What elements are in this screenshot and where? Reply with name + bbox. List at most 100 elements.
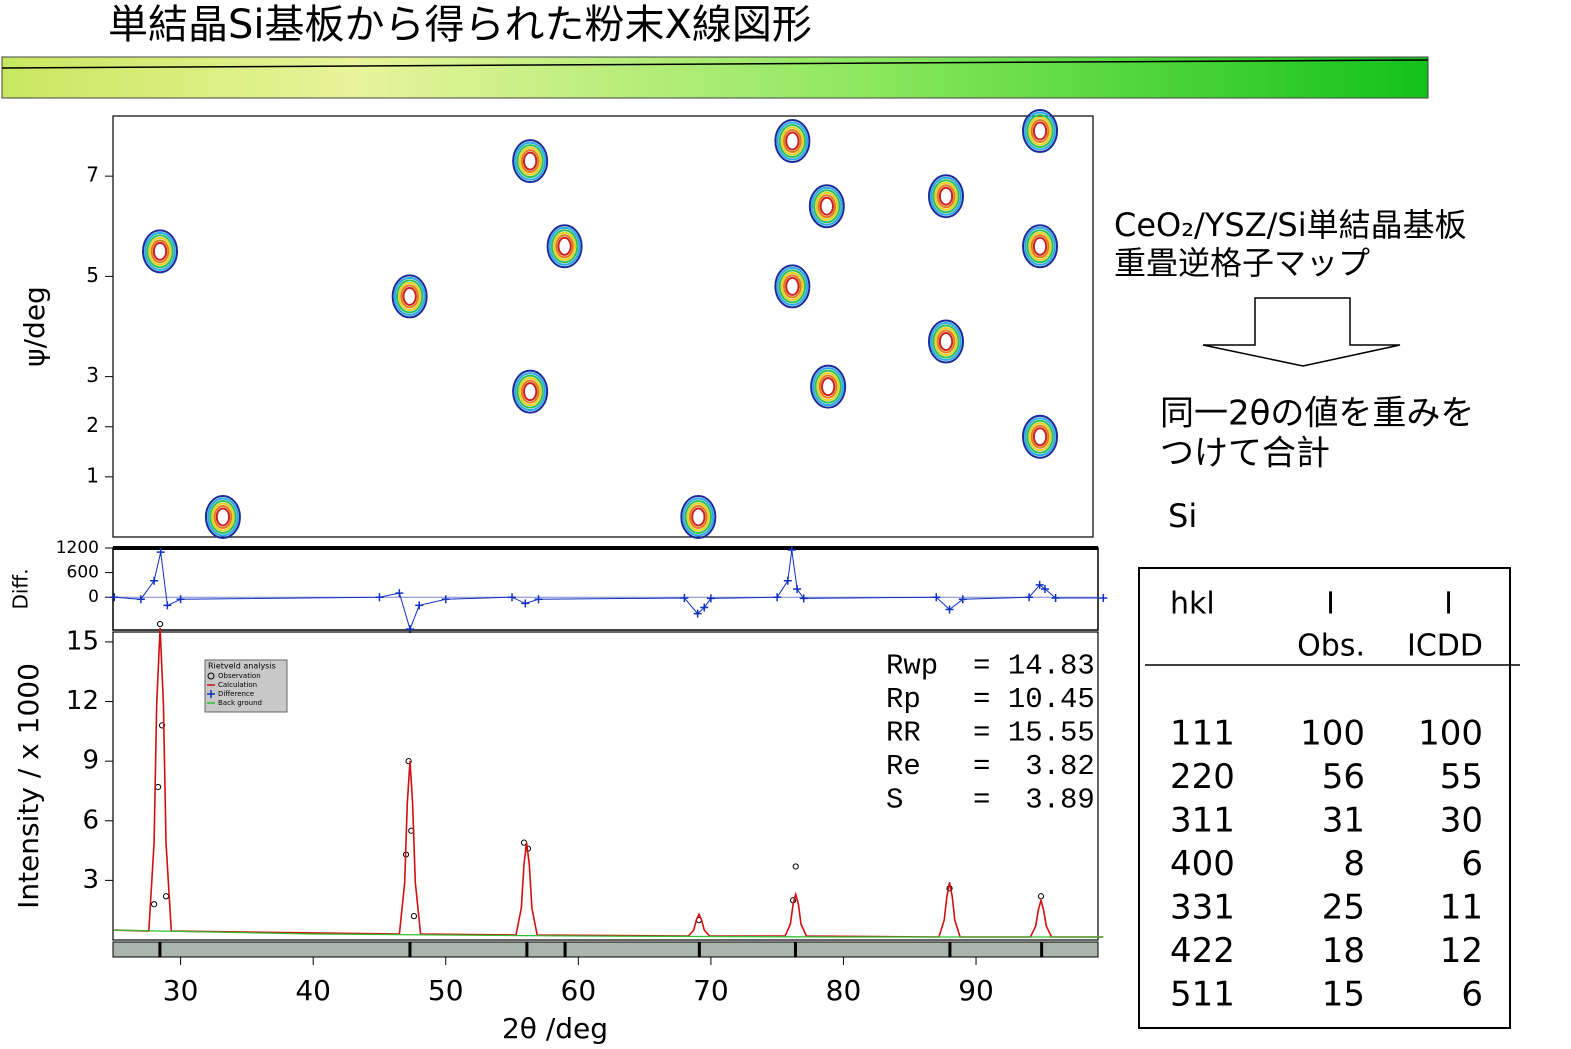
contour-ring — [1030, 119, 1050, 144]
contour-ring — [520, 379, 540, 404]
legend-symbol — [207, 672, 215, 680]
diff-point — [1051, 594, 1060, 603]
contour-ring — [776, 121, 809, 161]
y-tick-label: 5 — [86, 263, 99, 287]
table-cell: 8 — [1343, 844, 1365, 884]
contour-ring — [1032, 427, 1048, 447]
table-header: I — [1444, 587, 1453, 622]
contour-ring — [1032, 121, 1048, 141]
diff-point — [783, 576, 792, 585]
contour-ring — [516, 144, 544, 179]
fit-statistic: RR = 15.55 — [886, 717, 1095, 750]
table-cell: 311 — [1170, 801, 1235, 841]
diff-point — [136, 595, 145, 604]
contour-ring — [783, 129, 802, 154]
contour-ring — [209, 499, 237, 534]
contour-ring — [514, 372, 546, 412]
x-axis-label: 2θ /deg — [502, 1012, 608, 1045]
y-tick-label: 0 — [88, 587, 99, 607]
contour-ring — [395, 279, 424, 314]
method-text: 同一2θの値を重みを — [1160, 394, 1474, 434]
contour-ring — [682, 497, 715, 537]
legend: Rietveld analysisObservationCalculationD… — [204, 659, 288, 713]
contour-ring — [814, 369, 842, 404]
diff-point — [693, 609, 702, 618]
legend-label: Difference — [218, 690, 254, 698]
plot-frame — [112, 631, 1099, 941]
spot — [810, 364, 847, 409]
diff-point — [415, 601, 424, 610]
table-cell: 6 — [1461, 844, 1483, 884]
table-cell: 100 — [1418, 714, 1483, 754]
map-label: CeO₂/YSZ/Si単結晶基板 — [1114, 206, 1467, 244]
observed-point — [405, 758, 412, 765]
table-header: I — [1326, 587, 1335, 622]
legend-label: Back ground — [218, 699, 262, 707]
contour-ring — [1030, 424, 1050, 449]
contour-ring — [928, 174, 964, 219]
contour-ring — [1028, 116, 1052, 146]
legend-label: Calculation — [218, 681, 257, 689]
spot — [808, 184, 845, 229]
y-tick-label: 7 — [86, 163, 99, 187]
fit-statistic: Rwp = 14.83 — [886, 650, 1095, 683]
contour-ring — [813, 189, 841, 224]
contour-ring — [520, 149, 540, 174]
observed-point — [162, 893, 170, 900]
plot-frame — [112, 115, 1094, 538]
y-tick-label: 2 — [86, 413, 99, 437]
y-tick-label: 1 — [86, 463, 99, 487]
diff-point — [1025, 593, 1034, 602]
diff-point — [176, 595, 185, 604]
legend-symbol — [207, 690, 215, 698]
contour-ring — [686, 502, 710, 532]
contour-ring — [1024, 111, 1056, 151]
contour-ring — [148, 236, 172, 266]
contour-ring — [391, 274, 428, 319]
contour-ring — [1022, 224, 1059, 269]
contour-ring — [550, 229, 579, 264]
contour-ring — [514, 141, 546, 181]
spot — [1022, 414, 1059, 459]
y-tick-label: 15 — [66, 626, 99, 656]
spot — [928, 319, 964, 364]
hkl-table: hkl I Obs. I ICDD 111 100 100 220 56 55 311 31 30 400 8… — [1170, 587, 1483, 1015]
table-cell: 511 — [1170, 975, 1235, 1015]
spot — [1022, 109, 1059, 154]
contour-ring — [512, 369, 549, 414]
x-tick-label: 70 — [693, 974, 729, 1007]
spot — [142, 229, 179, 274]
table-header: Obs. — [1297, 629, 1365, 664]
table-cell: 31 — [1322, 801, 1365, 841]
observed-point — [410, 913, 418, 920]
table-cell: 25 — [1322, 888, 1365, 928]
contour-ring — [817, 194, 837, 219]
contour-ring — [818, 374, 838, 399]
contour-ring — [146, 234, 174, 269]
y-tick-label: 12 — [66, 686, 99, 716]
y-tick-label: 6 — [82, 805, 99, 835]
contour-ring — [213, 504, 233, 529]
contour-ring — [778, 269, 807, 304]
series-line — [114, 929, 1104, 938]
contour-ring — [780, 271, 804, 301]
contour-ring — [783, 274, 802, 299]
contour-ring — [774, 264, 811, 309]
diff-point — [150, 576, 159, 585]
table-cell: 220 — [1170, 757, 1235, 797]
contour-ring — [780, 126, 804, 156]
contour-ring — [812, 367, 844, 407]
diff-point — [787, 546, 796, 555]
contour-ring — [150, 239, 170, 264]
table-cell: 12 — [1440, 931, 1483, 971]
table-header: ICDD — [1407, 629, 1483, 664]
spot — [512, 369, 549, 414]
y-axis-label: Diff. — [9, 568, 33, 609]
contour-ring — [557, 236, 572, 256]
contour-ring — [808, 184, 845, 229]
contour-ring — [553, 231, 577, 261]
x-tick-label: 50 — [428, 974, 464, 1007]
down-arrow — [1202, 297, 1401, 367]
table-cell: 331 — [1170, 888, 1235, 928]
